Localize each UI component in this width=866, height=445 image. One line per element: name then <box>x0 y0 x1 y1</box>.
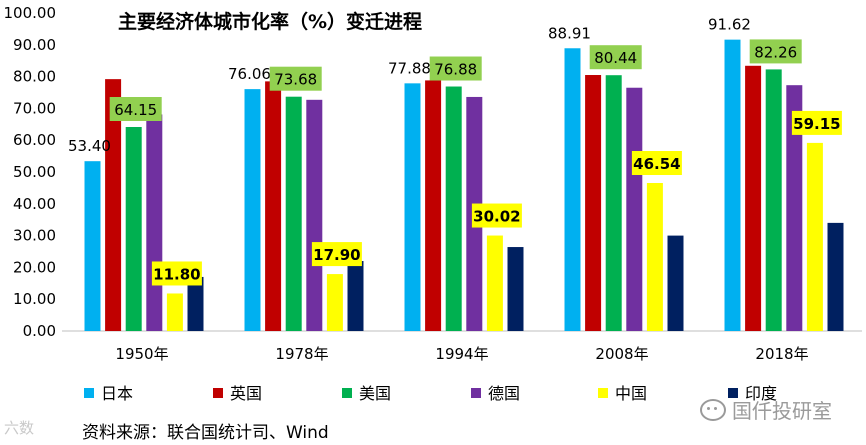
data-label-日本: 76.06 <box>228 65 271 83</box>
bar-日本-2008年 <box>564 48 581 331</box>
data-label-box-美国 <box>109 97 162 122</box>
bar-德国-1950年 <box>146 114 163 331</box>
x-tick-label: 2018年 <box>755 345 808 363</box>
bar-中国-2018年 <box>806 142 823 331</box>
legend-swatch-中国 <box>598 388 608 398</box>
x-tick-label: 1994年 <box>435 345 488 363</box>
wechat-icon <box>700 398 726 421</box>
bar-英国-2008年 <box>585 75 602 331</box>
bar-印度-1978年 <box>347 261 364 331</box>
bar-美国-2008年 <box>605 75 622 331</box>
data-label-box-中国 <box>471 203 522 228</box>
bar-美国-2018年 <box>765 69 782 331</box>
y-tick-label: 70.00 <box>13 99 56 117</box>
bar-德国-2008年 <box>626 87 643 331</box>
bar-美国-1994年 <box>445 86 462 331</box>
bar-德国-2018年 <box>786 85 803 331</box>
bar-英国-1950年 <box>105 79 122 331</box>
bar-日本-1978年 <box>244 89 261 331</box>
bar-印度-1994年 <box>507 247 524 331</box>
y-tick-label: 40.00 <box>13 195 56 213</box>
bar-美国-1978年 <box>285 96 302 331</box>
bar-印度-2008年 <box>667 235 684 331</box>
y-tick-label: 10.00 <box>13 290 56 308</box>
x-tick-label: 2008年 <box>595 345 648 363</box>
legend-label-美国: 美国 <box>359 384 391 403</box>
data-label-中国: 59.15 <box>793 115 840 133</box>
y-tick-label: 30.00 <box>13 227 56 245</box>
legend-label-印度: 印度 <box>745 384 777 403</box>
watermark-right: 国仟投研室 <box>700 395 832 424</box>
y-tick-label: 100.00 <box>4 4 57 22</box>
bar-印度-1950年 <box>187 276 204 331</box>
bar-中国-1978年 <box>326 274 343 331</box>
y-tick-label: 60.00 <box>13 131 56 149</box>
x-tick-label: 1978年 <box>275 345 328 363</box>
bar-中国-1950年 <box>166 293 183 331</box>
data-label-box-美国 <box>429 56 482 81</box>
data-label-美国: 64.15 <box>114 101 157 119</box>
bar-美国-1950年 <box>125 127 142 332</box>
source-note: 资料来源：联合国统计司、Wind <box>82 423 329 443</box>
bar-印度-2018年 <box>827 222 844 331</box>
legend-swatch-德国 <box>471 388 481 398</box>
watermark-right-text: 国仟投研室 <box>732 399 832 423</box>
legend-swatch-英国 <box>213 388 223 398</box>
y-tick-label: 20.00 <box>13 258 56 276</box>
x-tick-label: 1950年 <box>115 345 168 363</box>
legend-label-德国: 德国 <box>488 384 520 403</box>
data-label-日本: 53.40 <box>68 137 111 155</box>
data-label-美国: 73.68 <box>274 71 317 89</box>
data-label-日本: 88.91 <box>548 24 591 42</box>
data-label-日本: 77.88 <box>388 59 431 77</box>
data-label-box-中国 <box>151 261 202 286</box>
data-label-美国: 82.26 <box>754 43 797 61</box>
data-label-中国: 17.90 <box>313 246 360 264</box>
data-label-box-美国 <box>749 39 802 64</box>
data-label-box-中国 <box>631 151 682 176</box>
data-label-box-美国 <box>269 66 322 91</box>
bar-中国-1994年 <box>486 235 503 331</box>
chart-title: 主要经济体城市化率（%）变迁进程 <box>118 10 422 33</box>
legend-swatch-日本 <box>84 388 94 398</box>
data-label-美国: 76.88 <box>434 61 477 79</box>
bar-日本-2018年 <box>724 39 741 331</box>
data-label-box-中国 <box>791 110 842 135</box>
data-label-中国: 30.02 <box>473 208 520 226</box>
legend-label-英国: 英国 <box>230 384 262 403</box>
bar-中国-2008年 <box>646 183 663 331</box>
data-label-中国: 11.80 <box>153 265 200 283</box>
bar-日本-1994年 <box>404 83 421 331</box>
bar-英国-2018年 <box>745 65 762 332</box>
legend-swatch-印度 <box>728 388 738 398</box>
legend-label-日本: 日本 <box>101 384 133 403</box>
y-tick-label: 80.00 <box>13 68 56 86</box>
data-label-中国: 46.54 <box>633 155 680 173</box>
data-label-box-中国 <box>311 242 362 267</box>
bar-德国-1978年 <box>306 99 323 332</box>
data-label-日本: 91.62 <box>708 16 751 34</box>
watermark-left: 六数 <box>4 419 35 437</box>
data-label-box-美国 <box>589 45 642 70</box>
bar-英国-1978年 <box>265 81 282 332</box>
legend-swatch-美国 <box>342 388 352 398</box>
y-tick-label: 50.00 <box>13 163 56 181</box>
y-tick-label: 90.00 <box>13 36 56 54</box>
legend-label-中国: 中国 <box>615 384 647 403</box>
y-tick-label: 0.00 <box>23 322 56 340</box>
bar-日本-1950年 <box>84 161 101 331</box>
bar-英国-1994年 <box>425 80 442 331</box>
data-label-美国: 80.44 <box>594 49 637 67</box>
